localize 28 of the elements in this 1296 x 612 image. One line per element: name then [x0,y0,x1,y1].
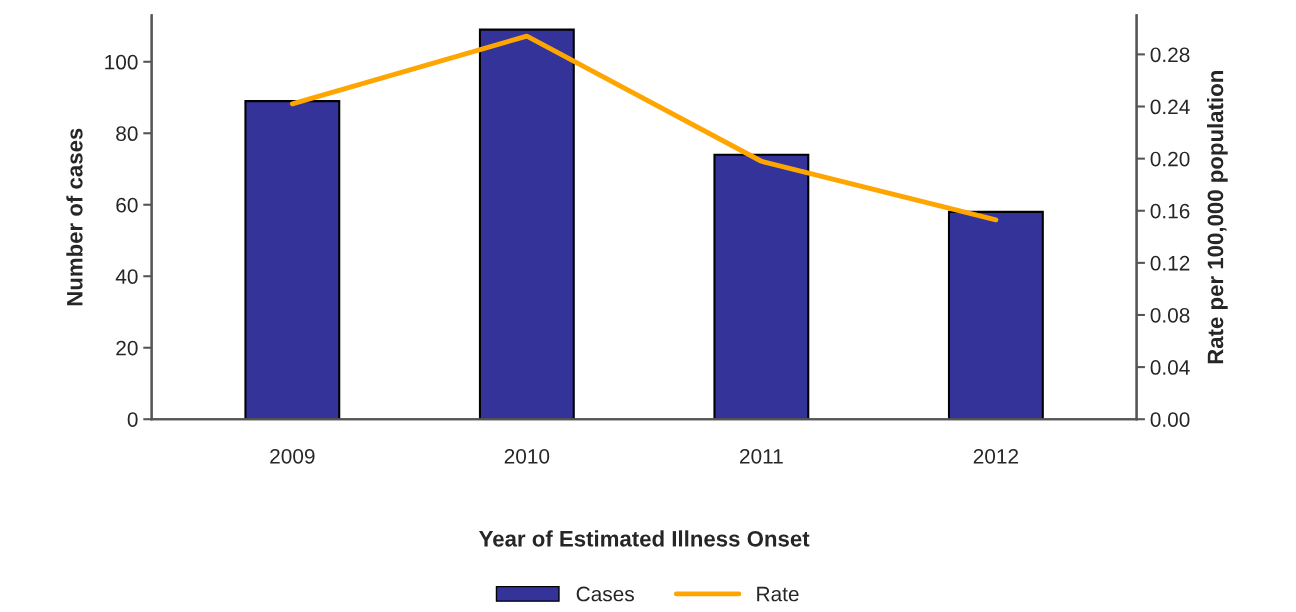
y-tick-label: 20 [116,340,138,356]
y2-tick-label: 0.20 [1150,151,1190,167]
y-tick-label: 0 [127,412,138,427]
y-tick-label: 100 [105,54,138,70]
y2-tick-label: 0.24 [1150,99,1190,115]
y-tick-label: 60 [116,197,138,213]
line-series [289,33,999,223]
y2-tick-label: 0.08 [1150,307,1190,323]
y2-tick-label: 0.04 [1150,360,1190,375]
legend-label: Rate [757,586,799,602]
x-tick-label: 2011 [740,448,783,464]
bar [713,153,810,420]
bar [244,100,341,420]
y2-tick-label: 0.12 [1150,255,1190,271]
bar [478,28,575,420]
y2-tick-label: 0.16 [1150,203,1190,219]
x-tick-label: 2009 [270,448,315,464]
y-tick-label: 40 [115,269,138,284]
y-axis-title: Number of cases [66,128,83,306]
x-tick-label: 2010 [504,448,550,464]
y2-axis-title: Rate per 100,000 population [1207,71,1228,364]
x-axis-title: Year of Estimated Illness Onset [479,530,810,547]
legend-label: Cases [576,586,634,602]
y2-tick-label: 0.00 [1150,412,1190,427]
y-tick-label: 80 [116,126,138,142]
x-tick-label: 2012 [973,448,1019,464]
y2-tick-label: 0.28 [1150,47,1190,63]
bar [947,210,1044,420]
